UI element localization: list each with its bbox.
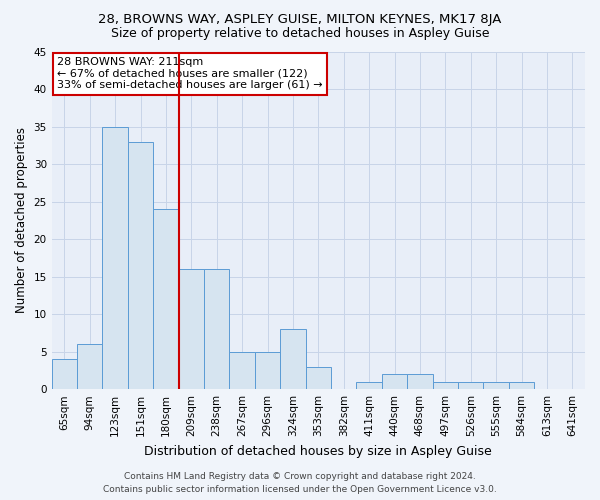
Bar (128, 142, 153, 389)
Bar (484, 382, 509, 389)
Bar (179, 269, 204, 389)
Text: 28 BROWNS WAY: 211sqm
← 67% of detached houses are smaller (122)
33% of semi-det: 28 BROWNS WAY: 211sqm ← 67% of detached … (57, 57, 323, 90)
Bar (382, 374, 407, 389)
Text: 28, BROWNS WAY, ASPLEY GUISE, MILTON KEYNES, MK17 8JA: 28, BROWNS WAY, ASPLEY GUISE, MILTON KEY… (98, 12, 502, 26)
Bar (255, 352, 280, 389)
Bar (153, 209, 179, 389)
Bar (509, 382, 534, 389)
Bar (433, 382, 458, 389)
Y-axis label: Number of detached properties: Number of detached properties (15, 128, 28, 314)
Bar (204, 269, 229, 389)
Bar (280, 329, 305, 389)
Text: Contains HM Land Registry data © Crown copyright and database right 2024.
Contai: Contains HM Land Registry data © Crown c… (103, 472, 497, 494)
X-axis label: Distribution of detached houses by size in Aspley Guise: Distribution of detached houses by size … (145, 444, 492, 458)
Bar (458, 382, 484, 389)
Bar (407, 374, 433, 389)
Bar (77, 344, 103, 389)
Bar (229, 352, 255, 389)
Bar (52, 359, 77, 389)
Text: Size of property relative to detached houses in Aspley Guise: Size of property relative to detached ho… (111, 28, 489, 40)
Bar (356, 382, 382, 389)
Bar (305, 366, 331, 389)
Bar (103, 126, 128, 389)
